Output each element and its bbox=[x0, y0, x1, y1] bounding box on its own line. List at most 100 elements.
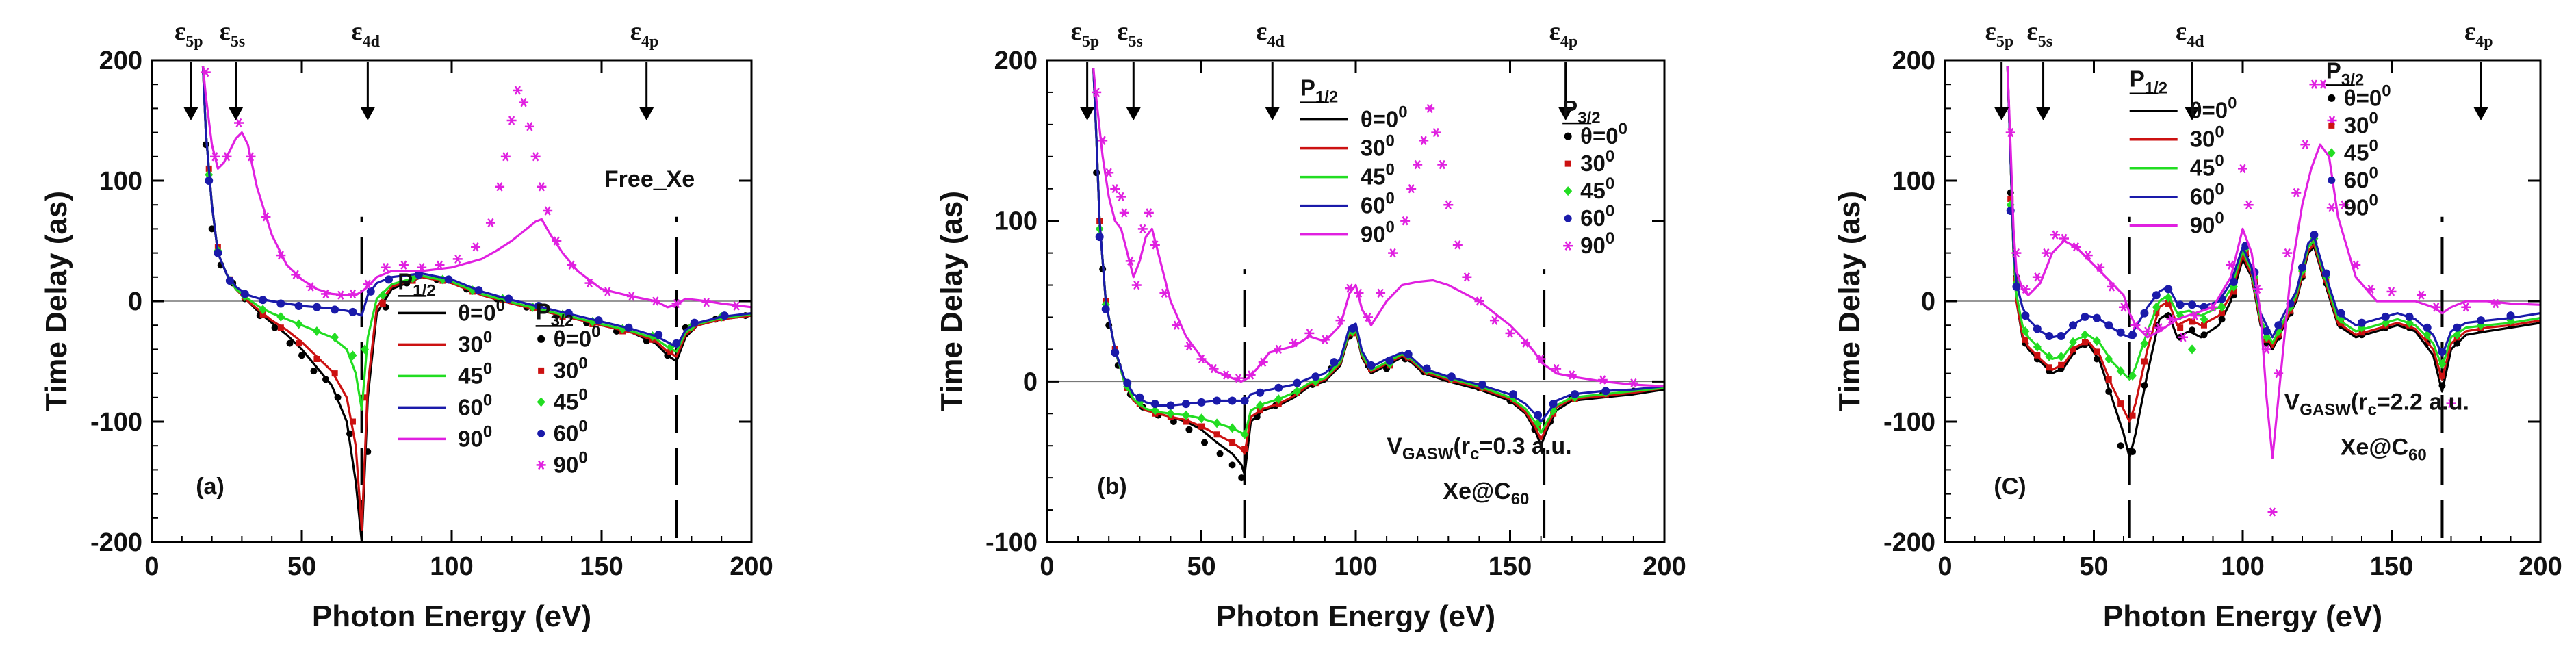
series-line bbox=[2006, 66, 2540, 357]
data-point bbox=[2477, 316, 2485, 325]
edge-arrow-head bbox=[2035, 107, 2051, 120]
data-point bbox=[276, 251, 286, 260]
data-point bbox=[1304, 329, 1315, 338]
data-point bbox=[2405, 318, 2414, 328]
star-arm bbox=[1291, 338, 1298, 348]
data-point bbox=[1150, 240, 1160, 250]
data-point bbox=[2351, 260, 2361, 270]
star-arm bbox=[1414, 159, 1421, 170]
data-point bbox=[331, 370, 338, 377]
data-point bbox=[1505, 329, 1515, 338]
star-arm bbox=[1146, 208, 1152, 218]
data-point bbox=[2165, 300, 2172, 307]
data-point bbox=[519, 97, 529, 107]
data-point bbox=[2188, 344, 2197, 355]
star-arm bbox=[703, 298, 710, 307]
data-point bbox=[626, 292, 636, 301]
star-arm bbox=[1185, 342, 1193, 351]
data-point bbox=[720, 311, 729, 320]
legend-label: 300 bbox=[2190, 123, 2224, 152]
star-arm bbox=[337, 290, 344, 300]
series-line bbox=[1092, 68, 1664, 387]
plot-area bbox=[201, 66, 751, 542]
x-tick-label: 100 bbox=[430, 552, 473, 581]
star-arm bbox=[1476, 296, 1482, 306]
data-point bbox=[1185, 426, 1193, 433]
data-point bbox=[1462, 272, 1472, 282]
edge-label-5p: ε5p bbox=[1985, 17, 2014, 51]
data-point bbox=[349, 418, 356, 425]
data-point bbox=[1144, 208, 1154, 218]
edge-label-4p: ε4p bbox=[2464, 17, 2493, 51]
data-point bbox=[1172, 320, 1182, 330]
data-point bbox=[294, 319, 303, 329]
data-point bbox=[2050, 230, 2060, 240]
star-arm bbox=[2043, 248, 2050, 258]
star-arm bbox=[349, 289, 357, 299]
data-point bbox=[485, 218, 495, 228]
legend-label: 300 bbox=[1361, 132, 1395, 161]
data-point bbox=[271, 324, 279, 331]
data-point bbox=[1119, 208, 1129, 218]
data-point bbox=[276, 311, 285, 322]
data-point bbox=[310, 368, 318, 375]
data-point bbox=[1229, 439, 1236, 446]
edge-label-5s: ε5s bbox=[1117, 17, 1143, 51]
data-point bbox=[1137, 224, 1148, 234]
data-point bbox=[2153, 310, 2160, 317]
panel-label: (a) bbox=[196, 474, 224, 500]
data-point bbox=[2267, 507, 2278, 517]
data-point bbox=[602, 287, 613, 296]
data-point bbox=[1311, 372, 1320, 381]
edge-arrow-head bbox=[1126, 107, 1142, 120]
star-arm bbox=[1365, 312, 1371, 322]
data-point bbox=[2045, 351, 2054, 361]
star-arm bbox=[2022, 284, 2029, 294]
data-point bbox=[2141, 358, 2148, 365]
x-tick-label: 200 bbox=[1643, 552, 1686, 581]
data-point bbox=[2200, 322, 2207, 329]
x-axis-label: Photon Energy (eV) bbox=[1216, 600, 1495, 633]
legend-p32-title: P3/2 bbox=[536, 298, 574, 330]
data-point bbox=[2262, 332, 2271, 342]
legend-label: 450 bbox=[458, 359, 492, 388]
data-point bbox=[2243, 200, 2254, 209]
data-point bbox=[1406, 184, 1417, 194]
data-point bbox=[2069, 321, 2078, 330]
data-point bbox=[671, 298, 682, 309]
edge-label-5p: ε5p bbox=[1071, 17, 1100, 51]
annotation-system: Xe@C60 bbox=[2341, 434, 2427, 464]
data-point bbox=[2046, 364, 2052, 371]
x-tick-label: 50 bbox=[287, 552, 316, 581]
data-point bbox=[1348, 324, 1357, 333]
star-arm bbox=[2293, 188, 2300, 198]
legend-marker bbox=[537, 335, 545, 343]
star-arm bbox=[1522, 338, 1529, 348]
legend-label: 300 bbox=[1580, 147, 1614, 176]
data-point bbox=[1111, 348, 1120, 357]
data-point bbox=[2506, 311, 2515, 320]
data-point bbox=[2140, 309, 2149, 318]
data-point bbox=[286, 339, 294, 347]
data-point bbox=[1246, 370, 1256, 380]
data-point bbox=[504, 294, 513, 303]
data-point bbox=[567, 260, 577, 270]
edge-label-4d: ε4d bbox=[2176, 17, 2204, 51]
data-point bbox=[2105, 376, 2112, 383]
star-arm bbox=[1506, 329, 1514, 338]
data-point bbox=[2230, 288, 2237, 295]
star-arm bbox=[247, 152, 255, 162]
annotation-potential: VGASW(rc=2.2 a.u. bbox=[2284, 389, 2469, 419]
star-arm bbox=[2191, 311, 2198, 320]
star-arm bbox=[1337, 316, 1344, 325]
data-point bbox=[2164, 285, 2173, 294]
data-point bbox=[2032, 272, 2042, 282]
data-point bbox=[2166, 314, 2176, 324]
star-arm bbox=[2310, 79, 2317, 89]
star-arm bbox=[538, 460, 545, 470]
data-point bbox=[2141, 382, 2148, 389]
data-point bbox=[1228, 461, 1236, 469]
data-point bbox=[2218, 316, 2226, 323]
star-arm bbox=[733, 301, 740, 311]
